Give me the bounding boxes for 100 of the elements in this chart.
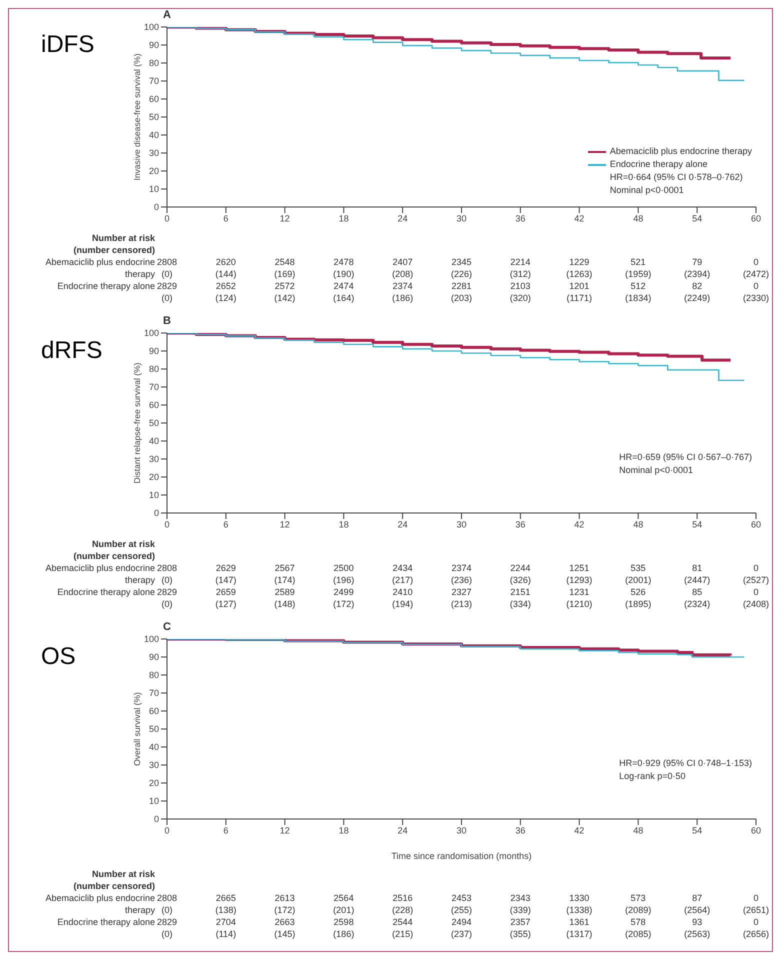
y-tick-label: 80 (148, 670, 159, 680)
text: 0 (753, 587, 759, 597)
text: (186) (333, 929, 354, 939)
text: 2474 (334, 281, 354, 291)
annotation: Nominal p<0·0001 (619, 464, 694, 477)
text: 87 (692, 893, 702, 903)
x-tick-label: 42 (574, 519, 584, 530)
text: (1959) (625, 269, 652, 279)
text: 2598 (334, 917, 354, 927)
y-tick-label: 90 (148, 40, 159, 50)
y-tick-label: 90 (148, 346, 159, 356)
y-tick-label: 60 (148, 400, 159, 410)
y-tick-label: 0 (154, 508, 159, 518)
text: (2656) (742, 929, 770, 939)
y-tick-label: 20 (148, 166, 159, 176)
text: (2564) (684, 905, 710, 915)
x-tick-label: 36 (515, 825, 526, 836)
text: (number censored) (73, 551, 155, 561)
y-tick-label: 50 (148, 418, 159, 428)
x-tick-label: 0 (164, 825, 170, 836)
text: 2407 (392, 257, 413, 267)
text: (1210) (566, 599, 592, 609)
text: 2453 (451, 893, 472, 903)
x-tick-label: 36 (515, 519, 526, 530)
text: (1317) (566, 929, 592, 939)
text: 1229 (569, 257, 590, 267)
y-tick-label: 30 (148, 454, 159, 464)
chart-subtitle: iDFS (41, 31, 94, 59)
text: 2544 (392, 917, 413, 927)
text: (320) (510, 293, 531, 303)
text: Number at risk (92, 869, 155, 879)
text: 2829 (156, 587, 178, 597)
text: 2665 (216, 893, 236, 903)
text: (172) (274, 905, 296, 915)
y-tick-label: 20 (148, 778, 159, 788)
y-tick-label: 10 (148, 490, 159, 500)
text: 2808 (156, 563, 178, 573)
text: Number at risk (92, 539, 155, 549)
text: 0 (753, 917, 759, 927)
text: Number at risk (92, 233, 155, 243)
text: 2548 (274, 257, 295, 267)
text: (1834) (625, 293, 652, 303)
text: 2410 (392, 587, 413, 597)
text: 2434 (392, 563, 413, 573)
annotation: HR=0·664 (95% CI 0·578–0·762) (608, 171, 744, 184)
text: (2324) (684, 599, 710, 609)
text: (228) (392, 905, 414, 915)
y-axis-title: Invasive disease-free survival (%) (132, 53, 142, 181)
text: 2343 (510, 893, 530, 903)
text: (186) (392, 293, 414, 303)
y-axis-title: Distant relapse-free survival (%) (132, 362, 142, 484)
text: (190) (333, 269, 354, 279)
y-tick-label: 100 (144, 22, 159, 32)
y-tick-label: 40 (148, 436, 159, 446)
y-tick-label: 10 (148, 184, 159, 194)
text: 82 (692, 281, 702, 291)
text: (1293) (566, 575, 592, 585)
y-tick-label: 100 (144, 634, 159, 644)
text: (0) (162, 599, 172, 609)
text: 512 (630, 281, 646, 291)
text: Endocrine therapy alone (57, 587, 155, 597)
x-tick-label: 12 (280, 213, 290, 224)
text: (208) (392, 269, 414, 279)
text: (2249) (684, 293, 710, 303)
text: (169) (274, 269, 296, 279)
text: (196) (333, 575, 354, 585)
text: (number censored) (73, 881, 155, 891)
text: Abemaciclib plus endocrine (45, 893, 155, 903)
text: 578 (630, 917, 646, 927)
text: 2589 (274, 587, 295, 597)
text: 2357 (510, 917, 530, 927)
y-tick-label: 20 (148, 472, 159, 482)
text: 2214 (510, 257, 530, 267)
text: (339) (510, 905, 531, 915)
text: therapy (124, 575, 155, 585)
text: (1895) (625, 599, 652, 609)
y-tick-label: 60 (148, 706, 159, 716)
text: (326) (510, 575, 531, 585)
text: 0 (753, 893, 759, 903)
text: (1338) (566, 905, 592, 915)
x-tick-label: 60 (750, 519, 762, 530)
text: (2330) (742, 293, 770, 303)
text: 2281 (451, 281, 472, 291)
text: 2564 (334, 893, 354, 903)
y-tick-label: 50 (148, 112, 159, 122)
y-tick-label: 60 (148, 94, 159, 104)
x-tick-label: 54 (692, 519, 702, 530)
text: 2829 (156, 281, 178, 291)
y-tick-label: 70 (148, 382, 159, 392)
x-tick-label: 12 (280, 519, 290, 530)
x-tick-label: 48 (633, 519, 644, 530)
text: therapy (124, 905, 155, 915)
text: (138) (215, 905, 236, 915)
annotation: HR=0·659 (95% CI 0·567–0·767) (619, 451, 752, 464)
x-tick-label: 54 (692, 213, 702, 224)
text: 1231 (569, 587, 590, 597)
text: (1263) (566, 269, 592, 279)
x-tick-label: 24 (398, 825, 408, 836)
text: (147) (215, 575, 236, 585)
legend-label: Abemaciclib plus endocrine therapy (610, 145, 752, 158)
